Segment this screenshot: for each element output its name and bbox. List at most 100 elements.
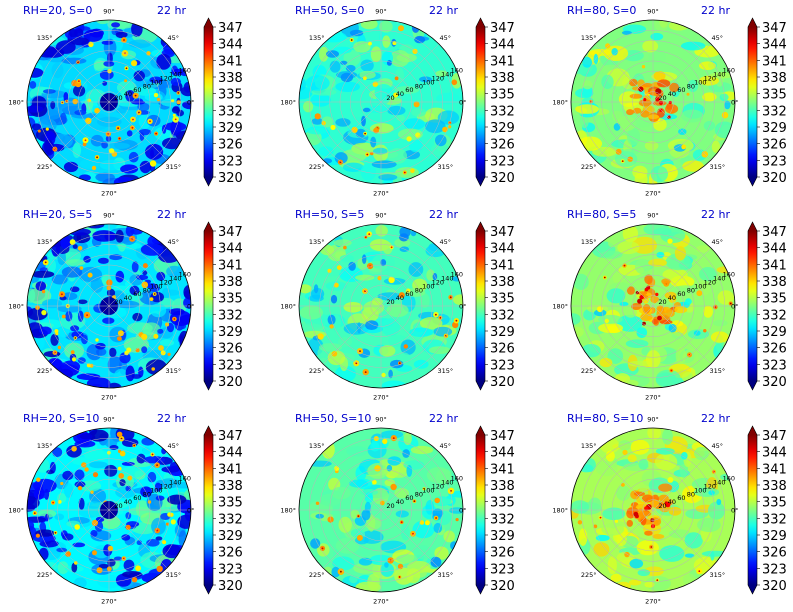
colorbar-tick-label: 320 — [218, 579, 243, 594]
field-patch — [156, 271, 166, 281]
field-spot — [116, 431, 123, 438]
field-patch — [379, 345, 396, 357]
field-patch — [615, 533, 627, 546]
colorbar-tick-label: 323 — [218, 154, 243, 169]
field-patch — [303, 100, 314, 113]
field-patch — [119, 479, 126, 487]
field-patch — [654, 20, 669, 32]
colorbar-tick-label: 338 — [762, 71, 787, 86]
warm-core-patch — [631, 303, 643, 310]
warm-core-patch — [649, 499, 660, 508]
field-patch — [629, 558, 644, 569]
field-patch — [31, 123, 42, 131]
colorbar-tick-label: 338 — [490, 275, 515, 290]
field-spot — [117, 330, 124, 337]
field-spot — [340, 570, 342, 573]
field-spot — [85, 117, 92, 125]
field-patch — [582, 56, 593, 68]
angle-tick-label: 315° — [437, 367, 453, 375]
field-patch — [611, 48, 618, 56]
warm-core-patch — [626, 109, 634, 116]
angular-gridline — [50, 509, 110, 569]
field-patch — [102, 317, 115, 324]
field-spot — [84, 139, 87, 142]
field-spot — [94, 107, 100, 114]
field-spot — [703, 329, 707, 333]
colorbar-gradient — [748, 435, 757, 585]
field-spot — [96, 156, 98, 159]
field-spot — [333, 282, 339, 288]
field-spot — [351, 126, 358, 133]
field-patch — [354, 544, 376, 556]
warm-core-patch — [626, 286, 635, 295]
radial-tick-label: 20 — [386, 298, 394, 306]
radial-tick-label: 100 — [422, 78, 434, 86]
field-patch — [376, 90, 391, 105]
field-patch — [417, 160, 438, 173]
field-patch — [403, 460, 425, 470]
field-spot — [135, 348, 140, 353]
field-patch — [648, 49, 667, 65]
field-patch — [426, 467, 451, 484]
field-patch — [449, 507, 463, 514]
angular-gridline — [594, 509, 654, 569]
panel-time-label: 22 hr — [701, 4, 730, 17]
field-patch — [74, 481, 86, 488]
field-patch — [373, 147, 388, 155]
angle-tick-label: 45° — [440, 442, 452, 450]
field-patch — [72, 142, 82, 158]
radial-tick-label: 160 — [723, 475, 735, 483]
warm-core-patch — [642, 304, 651, 314]
field-patch — [381, 380, 407, 388]
field-spot — [151, 367, 155, 371]
warm-core-patch — [644, 506, 649, 511]
field-patch — [299, 284, 312, 294]
field-patch — [52, 447, 63, 458]
field-patch — [636, 540, 659, 556]
field-patch — [675, 346, 687, 365]
field-spot — [90, 490, 94, 494]
field-spot — [176, 100, 181, 105]
field-patch — [164, 122, 187, 131]
field-patch — [340, 60, 348, 65]
field-spot — [52, 501, 54, 504]
field-spot — [368, 233, 371, 236]
field-patch — [378, 493, 390, 500]
colorbar-tick-label: 332 — [218, 104, 243, 119]
field-spot — [455, 518, 459, 522]
field-patch — [707, 501, 725, 520]
field-patch — [349, 29, 364, 37]
field-spot — [451, 79, 458, 86]
colorbar-extend-max — [476, 18, 485, 27]
colorbar-tick-label: 323 — [218, 358, 243, 373]
field-spot — [60, 481, 64, 486]
radial-tick-label: 80 — [415, 82, 423, 90]
colorbar-extend-min — [476, 381, 485, 390]
field-patch — [573, 273, 589, 290]
angle-tick-label: 315° — [709, 163, 725, 171]
field-patch — [311, 118, 324, 125]
field-patch — [644, 581, 655, 588]
angular-gridline — [322, 509, 382, 569]
field-patch — [56, 547, 68, 553]
field-patch — [50, 333, 59, 346]
colorbar-tick-label: 338 — [490, 479, 515, 494]
field-spot — [92, 472, 99, 478]
field-patch — [57, 305, 82, 313]
field-patch — [403, 432, 412, 446]
field-patch — [341, 149, 367, 163]
colorbar-tick-label: 332 — [490, 308, 515, 323]
field-patch — [432, 508, 444, 518]
field-spot — [614, 519, 619, 523]
angle-tick-label: 270° — [373, 394, 389, 402]
field-patch — [696, 245, 711, 253]
field-spot — [406, 136, 412, 142]
colorbar-tick-label: 347 — [490, 21, 515, 36]
colorbar-tick-label: 344 — [762, 446, 787, 461]
panel-time-label: 22 hr — [701, 412, 730, 425]
field-patch — [65, 259, 86, 266]
warm-core-patch — [653, 71, 666, 81]
field-patch — [655, 372, 677, 388]
field-patch — [426, 269, 435, 281]
